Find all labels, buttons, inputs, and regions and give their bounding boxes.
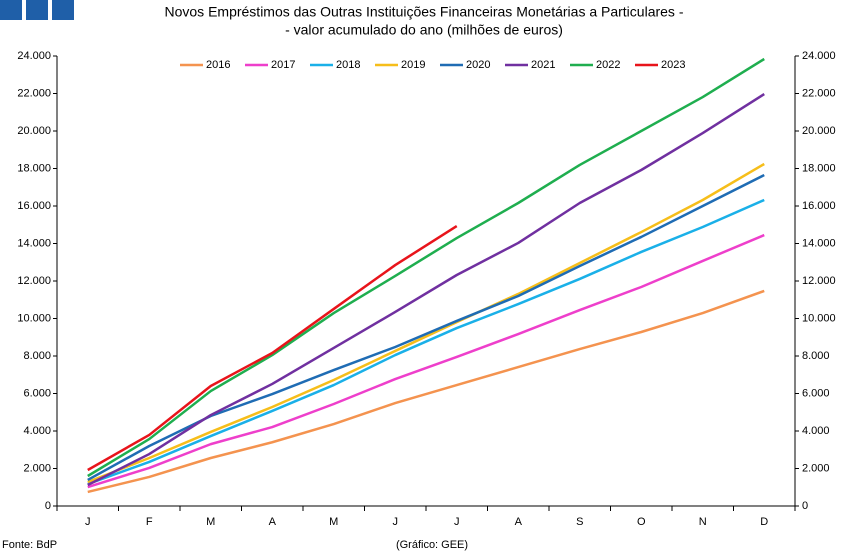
y2-tick-label: 0 [802,500,808,512]
y2-tick-label: 20.000 [802,125,836,137]
line-series [87,233,765,489]
y-tick-label: 14.000 [17,237,51,249]
chart-title: Novos Empréstimos das Outras Instituiçõe… [165,4,684,20]
legend-label: 2018 [336,59,360,71]
y-tick-label: 6.000 [23,387,51,399]
x-tick-label: D [760,516,768,528]
legend-label: 2016 [206,59,230,71]
y2-tick-label: 4.000 [802,425,830,437]
chart-title: - valor acumulado do ano (milhões de eur… [285,22,563,38]
x-tick-label: M [329,516,338,528]
y-tick-label: 16.000 [17,200,51,212]
x-tick-label: A [515,516,523,528]
x-tick-label: J [85,516,91,528]
y2-tick-label: 2.000 [802,462,830,474]
line-series [87,289,765,494]
y-tick-label: 18.000 [17,162,51,174]
y2-tick-label: 22.000 [802,87,836,99]
logo-block [0,0,22,20]
x-tick-label: F [146,516,153,528]
x-tick-label: J [393,516,399,528]
y-tick-label: 0 [45,500,51,512]
x-tick-label: M [206,516,215,528]
legend-label: 2022 [596,59,620,71]
y2-tick-label: 14.000 [802,237,836,249]
legend-label: 2017 [271,59,295,71]
line-series [87,225,458,472]
line-series [87,198,765,486]
y2-tick-label: 16.000 [802,200,836,212]
y2-tick-label: 6.000 [802,387,830,399]
y2-tick-label: 24.000 [802,50,836,62]
x-tick-label: A [269,516,277,528]
y-tick-label: 20.000 [17,125,51,137]
y-tick-label: 12.000 [17,275,51,287]
line-series [87,162,765,484]
legend-label: 2020 [466,59,490,71]
x-tick-label: J [454,516,460,528]
logo-block [52,0,74,20]
legend-label: 2023 [661,59,685,71]
y-tick-label: 24.000 [17,50,51,62]
y2-tick-label: 10.000 [802,312,836,324]
line-series [87,93,765,487]
x-tick-label: O [637,516,646,528]
legend-label: 2021 [531,59,555,71]
y2-tick-label: 12.000 [802,275,836,287]
y2-tick-label: 18.000 [802,162,836,174]
y-tick-label: 4.000 [23,425,51,437]
y2-tick-label: 8.000 [802,350,830,362]
y-tick-label: 8.000 [23,350,51,362]
legend-label: 2019 [401,59,425,71]
logo-block [26,0,48,20]
line-series [87,57,765,478]
x-tick-label: N [699,516,707,528]
y-tick-label: 2.000 [23,462,51,474]
credit: (Gráfico: GEE) [396,539,468,551]
x-tick-label: S [576,516,583,528]
y-tick-label: 22.000 [17,87,51,99]
source: Fonte: BdP [2,539,57,551]
y-tick-label: 10.000 [17,312,51,324]
